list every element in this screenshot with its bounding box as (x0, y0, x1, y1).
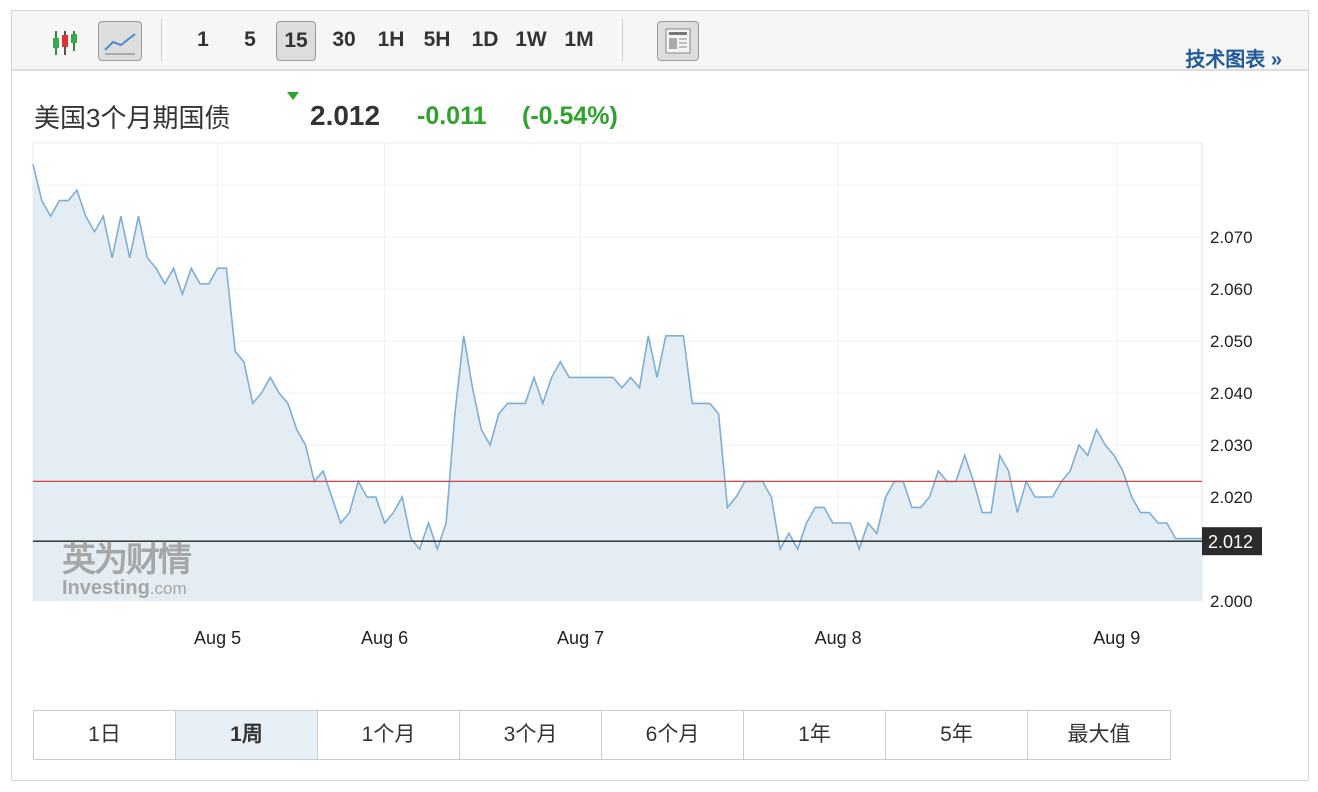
price-chart[interactable]: 2.000 2.020 2.030 2.040 2.050 2.060 2.070 Aug 5… (0, 0, 1318, 700)
y-tick-label: 2.040 (1210, 384, 1253, 403)
y-tick-label: 2.030 (1210, 436, 1253, 455)
period-button[interactable]: 1日 (34, 711, 176, 759)
layout-icon (665, 28, 691, 54)
line-chart-button[interactable] (98, 21, 142, 61)
separator (161, 19, 162, 61)
interval-1W[interactable]: 1W (515, 28, 547, 51)
instrument-title: 美国3个月期国债 (34, 103, 231, 133)
x-tick-label: Aug 6 (361, 628, 408, 648)
down-arrow-icon (287, 92, 299, 100)
toolbar: 1 5 15 30 1H 5H 1D 1W 1M 技术图表 » (12, 11, 1308, 71)
x-tick-label: Aug 7 (557, 628, 604, 648)
interval-1[interactable]: 1 (197, 28, 209, 51)
price-line (32, 164, 1202, 552)
period-button[interactable]: 1周 (176, 711, 318, 759)
interval-5[interactable]: 5 (244, 28, 256, 51)
y-tick-label: 2.020 (1210, 488, 1253, 507)
x-tick-label: Aug 8 (815, 628, 862, 648)
last-price: 2.012 (310, 100, 381, 131)
interval-30[interactable]: 30 (332, 28, 356, 51)
period-button[interactable]: 5年 (886, 711, 1028, 759)
area-fill (33, 164, 1202, 601)
x-tick-label: Aug 5 (194, 628, 241, 648)
y-tick-label: 2.070 (1210, 228, 1253, 247)
line-chart-icon (104, 33, 136, 55)
period-button[interactable]: 最大值 (1028, 711, 1170, 759)
current-price-tag-label: 2.012 (1208, 532, 1253, 552)
interval-1H[interactable]: 1H (377, 28, 405, 51)
price-change: -0.011 (417, 102, 487, 130)
y-tick-label: 2.050 (1210, 332, 1253, 351)
price-change-percent: (-0.54%) (522, 102, 618, 130)
chart-widget (11, 10, 1309, 781)
x-tick-label: Aug 9 (1093, 628, 1140, 648)
current-price-tag (1202, 527, 1262, 556)
period-button[interactable]: 1年 (744, 711, 886, 759)
interval-1D[interactable]: 1D (471, 28, 499, 51)
interval-15[interactable]: 15 (276, 21, 316, 61)
period-selector: 1日 1周 1个月 3个月 6个月 1年 5年 最大值 (33, 710, 1171, 760)
interval-5H[interactable]: 5H (423, 28, 451, 51)
period-button[interactable]: 1个月 (318, 711, 460, 759)
separator (622, 19, 623, 61)
layout-button[interactable] (657, 21, 699, 61)
candlestick-icon[interactable] (50, 29, 80, 57)
investing-watermark: 英为财情 Investing.com (62, 541, 192, 599)
y-tick-label: 2.000 (1210, 592, 1253, 611)
y-tick-label: 2.060 (1210, 280, 1253, 299)
period-button[interactable]: 3个月 (460, 711, 602, 759)
interval-1M[interactable]: 1M (564, 28, 594, 51)
technical-chart-link[interactable]: 技术图表 » (1185, 49, 1282, 71)
period-button[interactable]: 6个月 (602, 711, 744, 759)
